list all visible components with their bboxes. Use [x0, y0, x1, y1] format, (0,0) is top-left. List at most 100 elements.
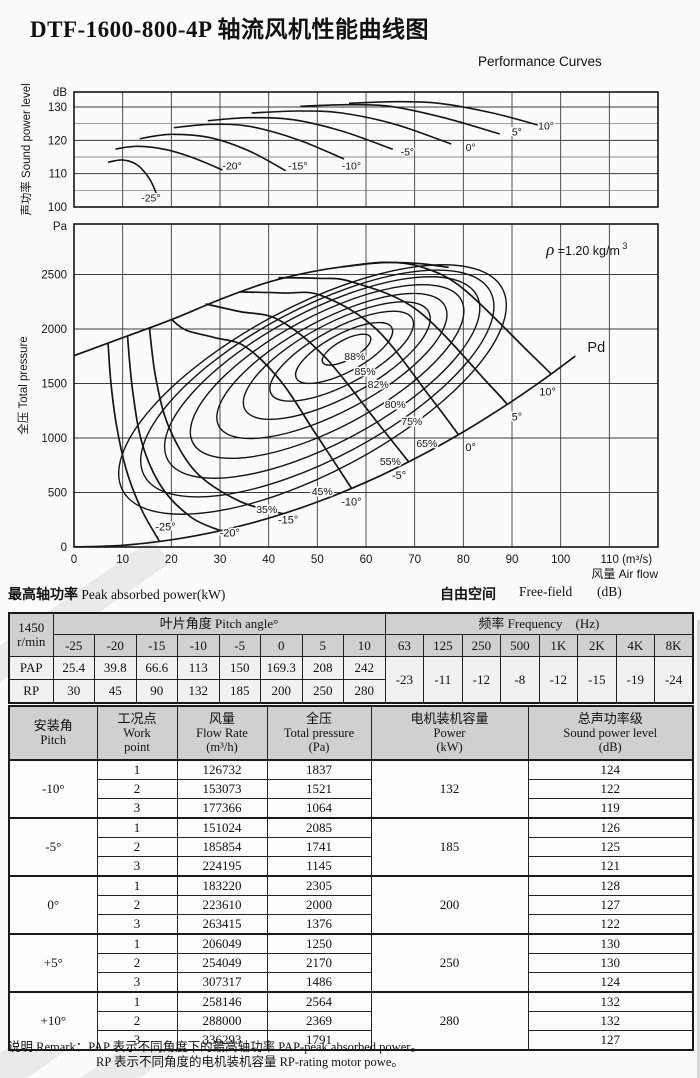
efficiency-contour-75%: [216, 292, 448, 440]
table1-corner-rpm: 1450 r/min: [8, 612, 54, 657]
table2-header-4: 电机装机容量 Power (kW): [370, 705, 529, 761]
table2-work-point: 3: [96, 1030, 178, 1051]
table1-rp-value: 280: [343, 679, 386, 704]
table2-work-point: 3: [96, 914, 178, 935]
curve-label: -25°: [141, 193, 160, 205]
table1-frequency-col: 125: [423, 634, 463, 657]
tick-label: 100: [551, 554, 570, 566]
peak-power-caption: 最高轴功率 Peak absorbed power(kW): [8, 584, 225, 604]
curve-label: 5°: [512, 127, 522, 139]
pressure-curve--15°: [148, 327, 284, 515]
tick-label: Pa: [53, 221, 68, 233]
dynamic-pressure-curve: [74, 355, 576, 547]
table2-power: 250: [370, 933, 529, 993]
table2-total-pressure: 1791: [266, 1030, 372, 1051]
curve-label: 65%: [416, 438, 437, 450]
table2-flow-rate: 185854: [176, 837, 268, 857]
free-field-caption-unit: (dB): [597, 584, 622, 599]
table2-work-point: 2: [96, 837, 178, 857]
table1-pitch-col: 5: [301, 634, 344, 657]
curve-label: -15°: [288, 160, 307, 172]
table1-rp-value: 90: [135, 679, 178, 704]
efficiency-contour-88%: [321, 333, 372, 366]
table1-frequency-value: -24: [654, 656, 694, 704]
tick-label: 500: [48, 487, 67, 499]
table2-power: 132: [370, 759, 529, 819]
table2-sound-power-level: 122: [527, 779, 694, 799]
table2-pitch-angle: +5°: [8, 933, 98, 993]
efficiency-contour-45%: [139, 269, 495, 498]
table2-total-pressure: 1376: [266, 914, 372, 935]
table1-pap-value: 150: [218, 656, 261, 680]
tick-label: 1000: [41, 433, 67, 445]
tick-label: 1500: [41, 378, 67, 390]
table1-frequency-value: -15: [577, 656, 617, 704]
table2-pitch-angle: 0°: [8, 875, 98, 935]
table2-flow-rate: 263415: [176, 914, 268, 935]
x-axis-label: 风量 Air flow: [591, 567, 658, 581]
peak-power-frequency-table: 1450 r/min 叶片角度 Pitch angle° 频率 Frequency (…: [8, 612, 695, 704]
table2-work-point: 2: [96, 779, 178, 799]
table2-flow-rate: 254049: [176, 953, 268, 973]
table2-sound-power-level: 127: [527, 1030, 694, 1051]
table2-work-point: 3: [96, 856, 178, 877]
table2-flow-rate: 183220: [176, 875, 268, 896]
table2-flow-rate: 177366: [176, 798, 268, 819]
sound-curve--15°: [139, 133, 287, 172]
tick-label: 110: [49, 169, 67, 181]
table2-total-pressure: 1837: [266, 759, 372, 780]
table2-sound-power-level: 132: [527, 991, 694, 1012]
table1-rp-value: 200: [260, 679, 303, 704]
table2-total-pressure: 1521: [266, 779, 372, 799]
table1-rp-value: 45: [94, 679, 137, 704]
table2-pitch-angle: -10°: [8, 759, 98, 819]
table1-frequency-col: 1K: [538, 634, 579, 657]
tick-label: dB: [53, 87, 67, 99]
tick-label: 20: [165, 554, 178, 566]
table2-header-5: 总声功率级 Sound power level (dB): [527, 705, 694, 761]
scan-edge-shadow: [697, 620, 700, 1078]
pressure-curve--5°: [205, 303, 410, 463]
sound-curve-10°: [348, 100, 542, 127]
table2-flow-rate: 258146: [176, 991, 268, 1012]
table2-power: 185: [370, 817, 529, 877]
efficiency-contour-55%: [163, 276, 481, 479]
table1-frequency-col: 500: [500, 634, 540, 657]
table1-frequency-header: 频率 Frequency (Hz): [384, 612, 694, 635]
table2-header-3: 全压 Total pressure (Pa): [266, 705, 372, 761]
curve-label: -25°: [155, 522, 175, 534]
table2-work-point: 1: [96, 759, 178, 780]
curve-label: 10°: [539, 386, 556, 398]
curve-label: 0°: [465, 442, 476, 454]
table2-flow-rate: 224195: [176, 856, 268, 877]
table1-pitch-col: -25: [52, 634, 95, 657]
table1-pitch-col: 10: [343, 634, 386, 657]
table2-work-point: 1: [96, 991, 178, 1012]
table2-work-point: 1: [96, 933, 178, 954]
table1-pitch-col: -5: [218, 634, 261, 657]
pressure-curve--20°: [126, 336, 221, 532]
curve-label: 10°: [538, 120, 554, 132]
free-field-caption-en: Free-field: [519, 584, 573, 599]
table2-sound-power-level: 119: [527, 798, 694, 819]
table2-flow-rate: 307317: [176, 972, 268, 993]
table2-total-pressure: 2085: [266, 817, 372, 838]
table2-flow-rate: 206049: [176, 933, 268, 954]
table1-frequency-col: 2K: [577, 634, 617, 657]
free-field-caption-cn: 自由空间: [440, 588, 496, 603]
table2-flow-rate: 151024: [176, 817, 268, 838]
table1-frequency-value: -8: [500, 656, 540, 704]
table2-flow-rate: 223610: [176, 895, 268, 915]
curve-label: 88%: [344, 351, 365, 363]
table2-header-2: 风量 Flow Rate (m³/h): [176, 705, 268, 761]
table2-sound-power-level: 122: [527, 914, 694, 935]
table2-work-point: 3: [96, 972, 178, 993]
table1-frequency-value: -11: [423, 656, 463, 704]
curve-label: -5°: [401, 147, 415, 159]
table2-work-point: 1: [96, 817, 178, 838]
table1-frequency-col: 4K: [615, 634, 656, 657]
table2-flow-rate: 336293: [176, 1030, 268, 1051]
tick-label: 60: [360, 554, 373, 566]
table1-frequency-value: -12: [461, 656, 502, 704]
